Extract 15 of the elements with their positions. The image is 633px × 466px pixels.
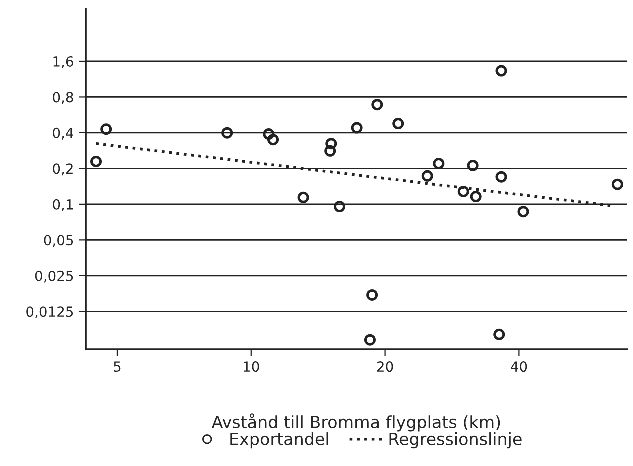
- y-tick-label: 1,6: [54, 56, 74, 68]
- x-tick-label: 10: [244, 362, 260, 372]
- y-tick-label: 0,2: [53, 164, 73, 176]
- y-tick-label: 0,025: [35, 270, 74, 283]
- x-tick-label: 40: [511, 362, 528, 372]
- legend-label: Regressionslinje: [390, 432, 522, 449]
- legend-label: Exportandel: [230, 432, 328, 449]
- y-tick-label: 0,4: [53, 128, 74, 140]
- x-tick-label: 5: [114, 362, 121, 372]
- x-axis-title: Avstånd till Bromma flygplats (km): [212, 414, 500, 432]
- y-tick-label: 0,8: [53, 92, 74, 104]
- y-tick-label: 0,0125: [26, 306, 74, 319]
- y-tick-label: 0,05: [44, 235, 74, 248]
- x-tick-label: 20: [377, 362, 394, 372]
- y-tick-label: 0,1: [53, 199, 73, 212]
